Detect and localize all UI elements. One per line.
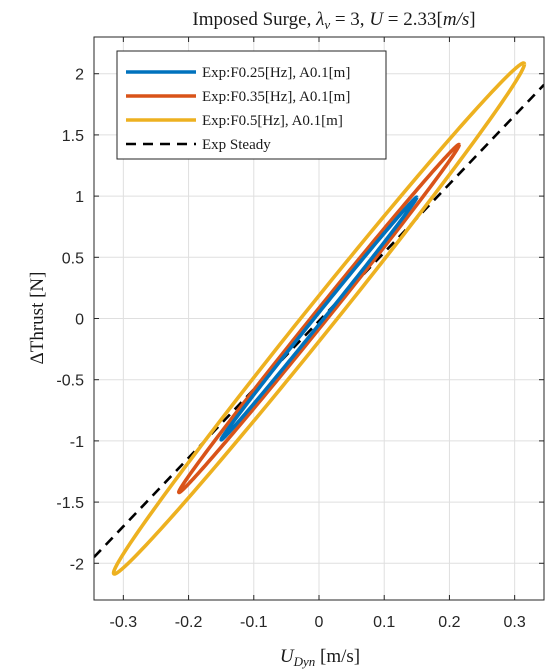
- x-tick-label: 0.2: [438, 614, 460, 631]
- y-tick-label: -0.5: [56, 373, 84, 390]
- y-tick-label: 0: [75, 312, 84, 329]
- legend-items: Exp:F0.25[Hz], A0.1[m] Exp:F0.35[Hz], A0.…: [126, 65, 350, 153]
- series-line-exp-steady: [94, 83, 544, 559]
- x-tick-label: 0.1: [373, 614, 395, 631]
- title-eq1: = 3,: [330, 9, 369, 30]
- legend-label: Exp Steady: [202, 137, 271, 153]
- x-tick-label: -0.1: [240, 614, 268, 631]
- x-tick-label: -0.2: [175, 614, 203, 631]
- series-loop-1: [176, 142, 461, 495]
- legend-label: Exp:F0.35[Hz], A0.1[m]: [202, 89, 350, 105]
- y-tick-label: -1.5: [56, 495, 84, 512]
- x-tick-label: 0: [315, 614, 324, 631]
- y-tick-label: 0.5: [62, 250, 84, 267]
- legend-label: Exp:F0.5[Hz], A0.1[m]: [202, 113, 343, 129]
- ticks: -0.3 -0.2 -0.1 0 0.1 0.2 0.3 -2 -1.5 -1 -0.5 0 0.5 1 1…: [56, 37, 544, 631]
- y-tick-label: -2: [70, 556, 84, 573]
- legend-box: [116, 50, 387, 160]
- title-eq2: = 2.33[: [383, 9, 443, 30]
- y-tick-label: -1: [70, 434, 84, 451]
- chart-title: Imposed Surge, λv = 3, U = 2.33[m/s]: [192, 9, 475, 32]
- series-loop-0: [111, 61, 527, 576]
- title-prefix: Imposed Surge,: [192, 9, 316, 30]
- x-tick-label: 0.3: [504, 614, 526, 631]
- title-unit: m/s: [443, 9, 469, 30]
- x-tick-label: -0.3: [110, 614, 138, 631]
- title-lambda: λ: [315, 9, 324, 30]
- legend: Exp:F0.25[Hz], A0.1[m] Exp:F0.35[Hz], A0.…: [116, 50, 387, 160]
- series-loop-2: [219, 195, 419, 442]
- y-tick-label: 1: [75, 189, 84, 206]
- title-close: ]: [469, 9, 475, 30]
- x-axis-label: UDyn [m/s]: [280, 646, 360, 669]
- title-lambda-sub: v: [324, 17, 330, 32]
- y-tick-label: 1.5: [62, 128, 84, 145]
- x-axis-label-symbol: U: [280, 646, 295, 667]
- x-axis-label-sub: Dyn: [293, 654, 316, 669]
- x-axis-label-unit: [m/s]: [315, 646, 360, 667]
- legend-label: Exp:F0.25[Hz], A0.1[m]: [202, 65, 350, 81]
- y-tick-label: 2: [75, 67, 84, 84]
- title-u: U: [369, 9, 384, 30]
- y-axis-label: ΔThrust [N]: [27, 272, 48, 365]
- series-group: [94, 61, 544, 576]
